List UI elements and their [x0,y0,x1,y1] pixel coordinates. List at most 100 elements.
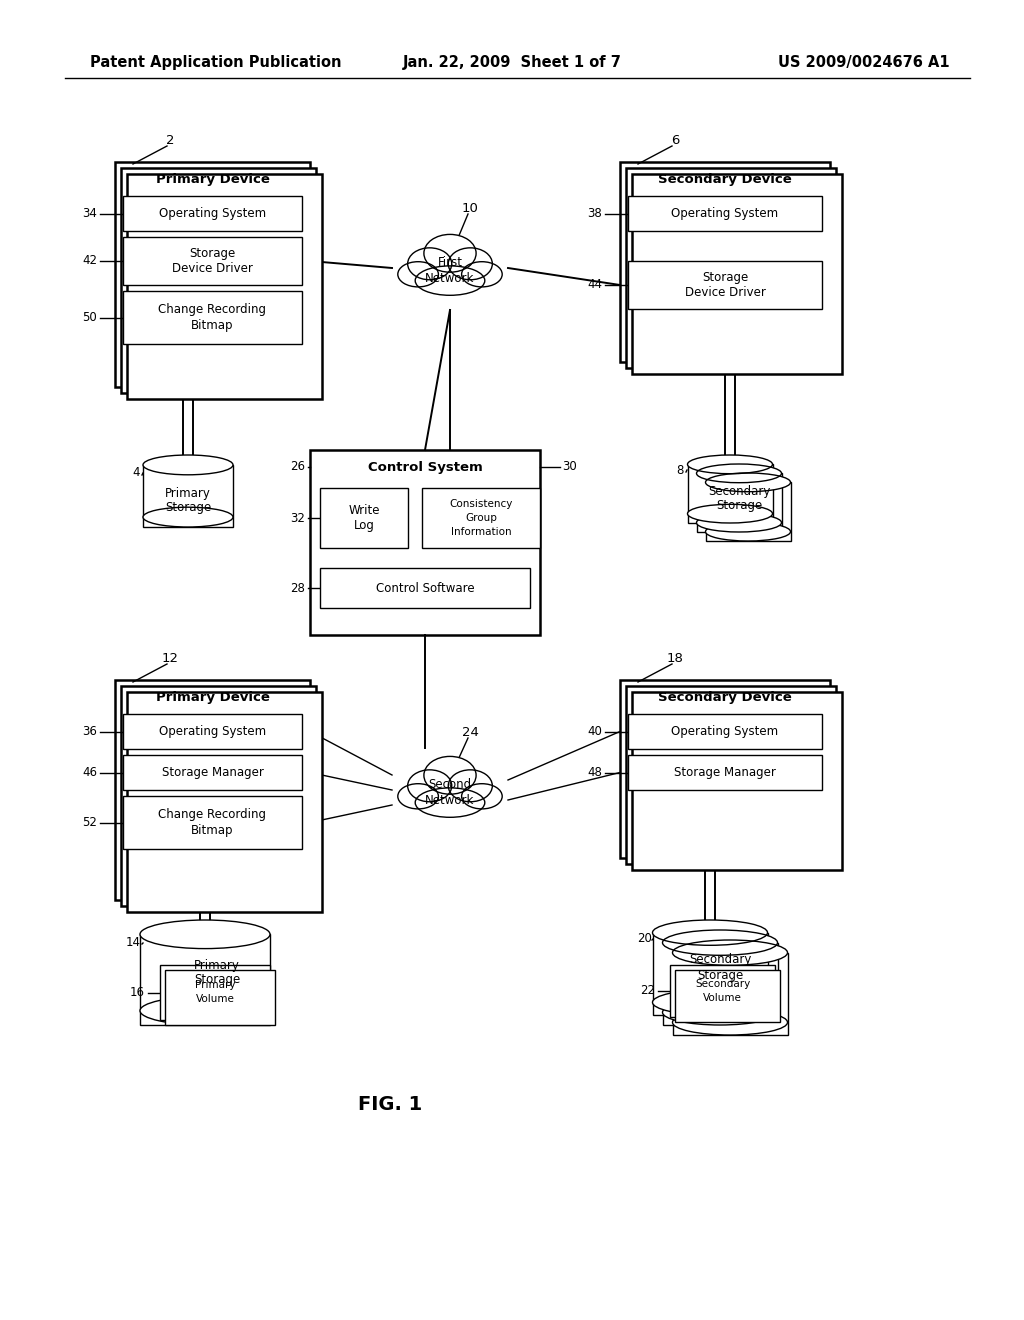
Bar [143,465,233,527]
Text: Operating System: Operating System [672,725,778,738]
Bar [696,474,781,532]
Text: 4: 4 [132,466,139,479]
Bar [127,692,322,912]
Ellipse shape [663,999,777,1026]
Text: 10: 10 [462,202,478,214]
Text: Network: Network [425,793,475,807]
Text: Primary: Primary [195,958,240,972]
Ellipse shape [696,465,781,483]
Ellipse shape [424,756,476,795]
Ellipse shape [696,513,781,532]
Bar [663,942,777,1026]
Ellipse shape [673,940,787,965]
Text: Operating System: Operating System [159,725,266,738]
Text: 30: 30 [562,461,577,474]
Bar [123,290,302,345]
Text: Secondary Device: Secondary Device [658,692,792,705]
Text: 24: 24 [462,726,478,738]
Text: 8: 8 [676,463,684,477]
Bar [628,195,822,231]
Text: 36: 36 [82,725,97,738]
Bar [123,238,302,285]
Bar [670,965,775,1016]
Text: 20: 20 [638,932,652,945]
Bar [626,168,836,368]
Text: Write: Write [348,503,380,516]
Ellipse shape [449,770,493,801]
Bar [123,714,302,748]
Text: Control Software: Control Software [376,582,474,594]
Text: Patent Application Publication: Patent Application Publication [90,54,341,70]
Text: 16: 16 [130,986,145,999]
Text: Storage: Storage [194,974,240,986]
Bar [165,970,275,1026]
Bar [687,465,772,523]
Text: Jan. 22, 2009  Sheet 1 of 7: Jan. 22, 2009 Sheet 1 of 7 [402,54,622,70]
Bar [620,162,830,362]
Text: US 2009/0024676 A1: US 2009/0024676 A1 [778,54,950,70]
Ellipse shape [663,931,777,956]
Bar [620,680,830,858]
Bar [628,714,822,748]
Text: Storage: Storage [165,502,211,515]
Bar [319,568,530,609]
Text: 48: 48 [587,766,602,779]
Bar [121,168,316,393]
Text: Control System: Control System [368,461,482,474]
Text: Device Driver: Device Driver [685,285,765,298]
Bar [628,261,822,309]
Text: 6: 6 [671,133,679,147]
Ellipse shape [462,784,502,809]
Bar [675,970,780,1022]
Text: Change Recording: Change Recording [159,808,266,821]
Bar [319,488,408,548]
Bar [628,755,822,789]
Ellipse shape [143,455,233,475]
Ellipse shape [652,920,768,945]
Text: Log: Log [353,520,375,532]
Text: 52: 52 [82,816,97,829]
Ellipse shape [687,455,772,474]
Text: 34: 34 [82,207,97,220]
Text: Storage: Storage [716,499,762,512]
Text: Secondary: Secondary [695,979,751,989]
Ellipse shape [652,990,768,1015]
Text: Secondary: Secondary [708,484,770,498]
Text: Storage Manager: Storage Manager [674,766,776,779]
Text: 26: 26 [290,461,305,474]
Text: Group: Group [465,513,497,523]
Ellipse shape [140,920,270,949]
Text: Device Driver: Device Driver [172,261,253,275]
Text: Secondary: Secondary [689,953,752,966]
Text: FIG. 1: FIG. 1 [357,1096,422,1114]
Text: 32: 32 [290,511,305,524]
Text: Volume: Volume [196,994,234,1005]
Bar [310,450,540,635]
Text: Operating System: Operating System [672,207,778,220]
Text: Storage: Storage [697,969,743,982]
Text: 14: 14 [126,936,140,949]
Text: Consistency: Consistency [450,499,513,510]
Ellipse shape [408,248,452,280]
Text: Primary Device: Primary Device [156,692,269,705]
Bar [160,965,270,1020]
Text: Secondary Device: Secondary Device [658,173,792,186]
Bar [632,692,842,870]
Bar [115,680,310,900]
Text: 50: 50 [82,312,97,323]
Ellipse shape [673,1010,787,1035]
Bar [632,174,842,374]
Text: Storage: Storage [189,248,236,260]
Ellipse shape [140,997,270,1026]
Text: Primary: Primary [165,487,211,499]
Text: Operating System: Operating System [159,207,266,220]
Bar [652,933,768,1015]
Text: Information: Information [451,527,511,537]
Ellipse shape [424,235,476,272]
Text: First: First [437,256,463,268]
Text: Change Recording: Change Recording [159,304,266,315]
Ellipse shape [397,261,438,286]
Text: Primary Device: Primary Device [156,173,269,186]
Text: 18: 18 [667,652,683,664]
Bar [123,796,302,849]
